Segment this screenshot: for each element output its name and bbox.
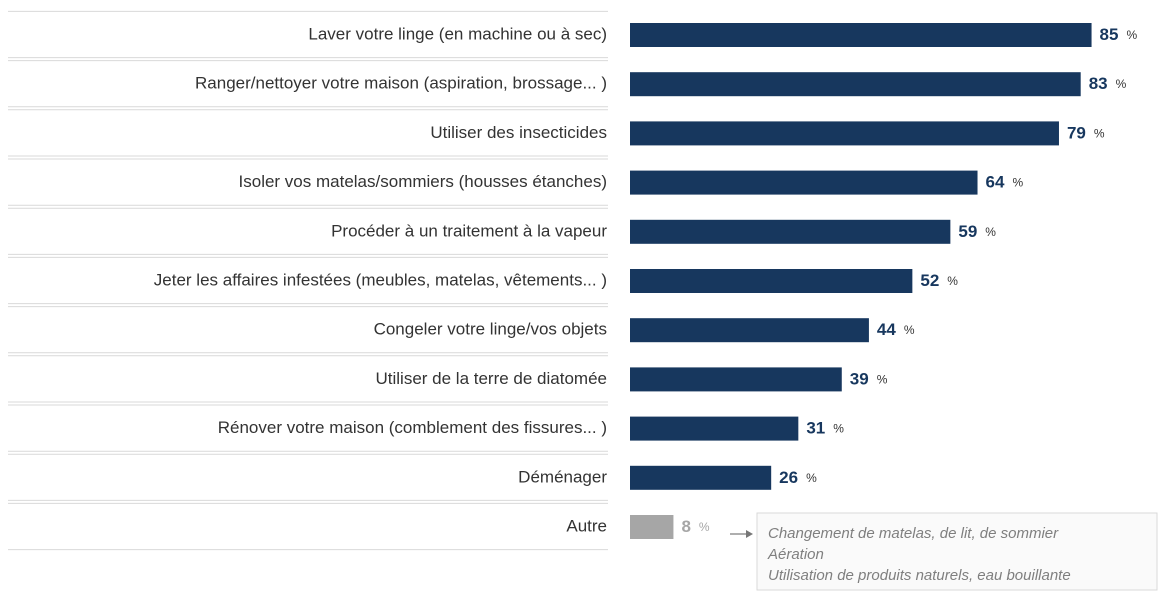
value-label: 83% xyxy=(1089,75,1127,94)
annotation-line: Aération xyxy=(767,546,824,563)
value-suffix: % xyxy=(1094,127,1105,141)
value-label: 44% xyxy=(877,321,915,340)
value-label: 26% xyxy=(779,468,817,487)
value-label: 52% xyxy=(920,271,958,290)
bar xyxy=(630,121,1059,146)
bar xyxy=(630,269,913,293)
value-suffix: % xyxy=(877,373,888,387)
value-number: 31 xyxy=(806,419,825,438)
value-number: 26 xyxy=(779,468,798,487)
value-suffix: % xyxy=(806,471,817,485)
bar xyxy=(630,416,799,441)
value-number: 52 xyxy=(920,271,939,290)
category-label: Congeler votre linge/vos objets xyxy=(374,320,607,339)
category-label: Jeter les affaires infestées (meubles, m… xyxy=(154,270,607,289)
bar xyxy=(630,23,1092,47)
value-number: 8 xyxy=(681,517,690,536)
value-label: 31% xyxy=(806,419,844,438)
value-suffix: % xyxy=(985,225,996,239)
bar xyxy=(630,170,978,195)
value-number: 39 xyxy=(850,370,869,389)
value-number: 83 xyxy=(1089,75,1108,94)
category-label: Déménager xyxy=(518,467,607,486)
bar xyxy=(630,318,869,343)
category-label: Procéder à un traitement à la vapeur xyxy=(331,221,607,240)
value-label: 64% xyxy=(986,173,1024,192)
annotation-line: Changement de matelas, de lit, de sommie… xyxy=(768,525,1059,542)
bar xyxy=(630,367,842,392)
category-label: Laver votre linge (en machine ou à sec) xyxy=(308,24,607,43)
value-number: 59 xyxy=(958,222,977,241)
bar xyxy=(630,72,1081,97)
bar xyxy=(630,465,772,490)
value-number: 64 xyxy=(986,173,1005,192)
category-label: Ranger/nettoyer votre maison (aspiration… xyxy=(195,74,607,93)
value-suffix: % xyxy=(1126,28,1137,42)
value-number: 79 xyxy=(1067,124,1086,143)
value-suffix: % xyxy=(1116,77,1127,91)
bar xyxy=(630,219,951,244)
annotation-box xyxy=(756,512,1158,591)
value-label: 59% xyxy=(958,222,996,241)
value-number: 44 xyxy=(877,321,896,340)
bar xyxy=(630,515,674,539)
value-number: 85 xyxy=(1100,25,1119,44)
category-label: Utiliser de la terre de diatomée xyxy=(375,369,607,388)
value-suffix: % xyxy=(699,520,710,534)
value-label: 85% xyxy=(1100,25,1138,44)
category-label: Isoler vos matelas/sommiers (housses éta… xyxy=(239,172,607,191)
annotation-line: Utilisation de produits naturels, eau bo… xyxy=(768,567,1071,584)
value-label: 39% xyxy=(850,370,888,389)
value-suffix: % xyxy=(947,274,958,288)
value-suffix: % xyxy=(904,323,915,337)
category-label: Autre xyxy=(566,516,607,535)
value-suffix: % xyxy=(833,422,844,436)
arrow-head xyxy=(746,530,753,538)
category-label: Utiliser des insecticides xyxy=(430,123,607,142)
value-label: 79% xyxy=(1067,124,1105,143)
category-label: Rénover votre maison (comblement des fis… xyxy=(218,418,607,437)
value-label: 8% xyxy=(681,517,709,536)
value-suffix: % xyxy=(1012,176,1023,190)
